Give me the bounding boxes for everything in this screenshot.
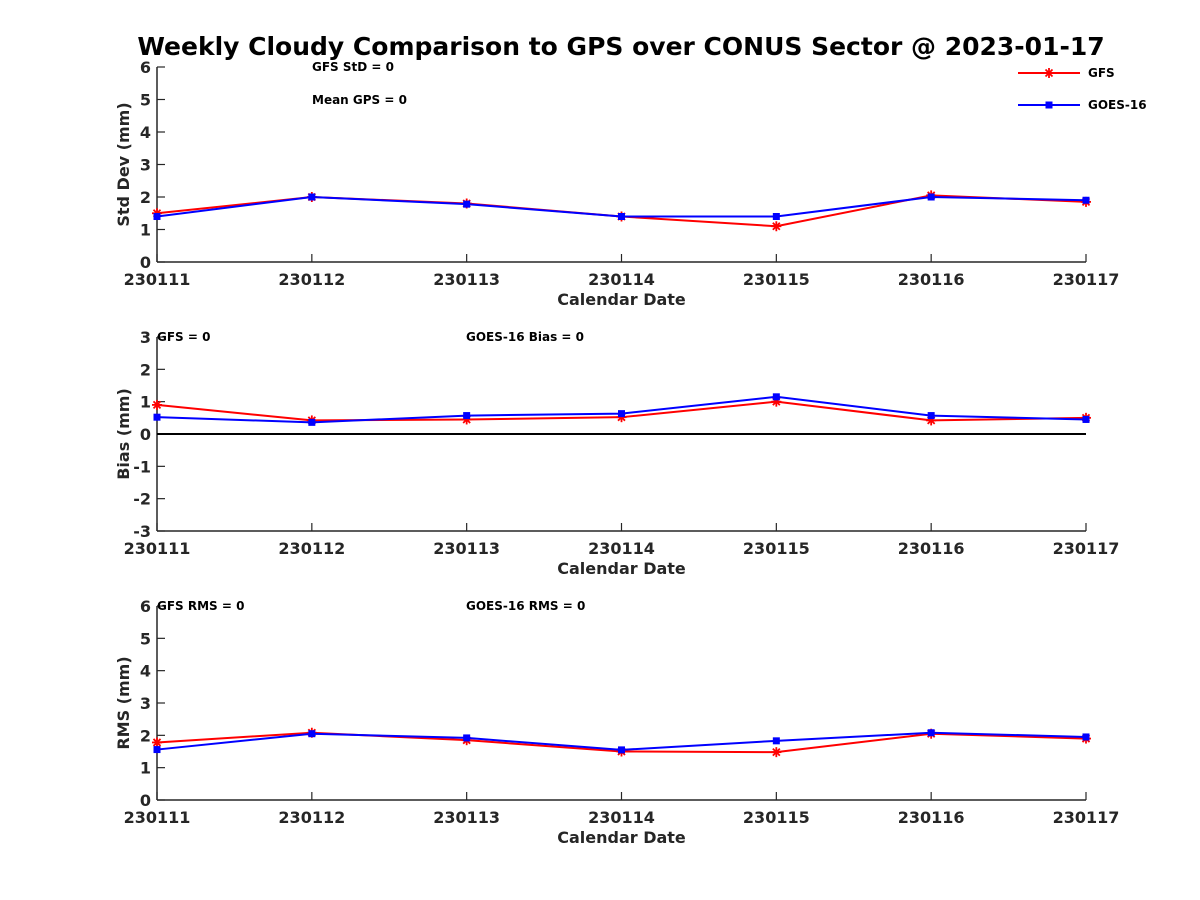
data-point xyxy=(1082,415,1090,423)
y-tick-label: 6 xyxy=(140,597,151,616)
x-tick-label: 230114 xyxy=(588,808,655,827)
x-tick-label: 230112 xyxy=(278,270,345,289)
annotation-text: GFS = 0 xyxy=(157,330,210,344)
y-tick-label: 5 xyxy=(140,91,151,110)
x-tick-label: 230111 xyxy=(124,808,191,827)
data-point xyxy=(463,734,471,742)
x-tick-label: 230116 xyxy=(898,270,965,289)
data-point xyxy=(463,412,471,420)
x-tick-label: 230115 xyxy=(743,808,810,827)
data-point xyxy=(618,746,625,754)
y-tick-label: 2 xyxy=(140,188,151,207)
series-goes-16 xyxy=(153,193,1090,220)
x-tick-label: 230114 xyxy=(588,270,655,289)
data-point xyxy=(308,193,316,201)
panel-1: 0 1 2 3 4 5 6 230111 230112 230113 230114 230115 230… xyxy=(114,58,1119,309)
data-point xyxy=(153,213,161,220)
data-point xyxy=(153,413,161,421)
x-tick-label: 230113 xyxy=(433,270,500,289)
x-tick-label: 230113 xyxy=(433,808,500,827)
y-tick-label: 1 xyxy=(140,393,151,412)
y-tick-label: 0 xyxy=(140,791,151,810)
x-axis-label: Calendar Date xyxy=(557,290,686,309)
annotation-text: Mean GPS = 0 xyxy=(312,93,407,107)
data-point xyxy=(927,729,935,737)
y-axis-label: Bias (mm) xyxy=(114,388,133,480)
y-tick-label: 2 xyxy=(140,726,151,745)
y-tick-label: 5 xyxy=(140,629,151,648)
series-goes-16 xyxy=(153,393,1090,426)
y-tick-label: 3 xyxy=(140,156,151,175)
x-tick-label: 230111 xyxy=(124,270,191,289)
x-tick-label: 230117 xyxy=(1053,539,1120,558)
x-axis-label: Calendar Date xyxy=(557,828,686,847)
x-tick-label: 230112 xyxy=(278,539,345,558)
annotation-text: GOES-16 RMS = 0 xyxy=(466,599,585,613)
y-tick-label: 1 xyxy=(140,221,151,240)
data-point xyxy=(308,730,316,738)
y-tick-label: -1 xyxy=(133,457,151,476)
x-tick-label: 230117 xyxy=(1053,808,1120,827)
data-point xyxy=(618,213,625,220)
data-point xyxy=(772,393,780,401)
data-point xyxy=(927,412,935,420)
chart-title: Weekly Cloudy Comparison to GPS over CON… xyxy=(137,32,1104,61)
data-point xyxy=(771,747,782,758)
data-point xyxy=(927,193,935,201)
y-tick-label: 6 xyxy=(140,58,151,77)
y-tick-label: -3 xyxy=(133,522,151,541)
y-tick-label: 0 xyxy=(140,253,151,272)
data-point xyxy=(1082,733,1090,741)
x-tick-label: 230111 xyxy=(124,539,191,558)
y-tick-label: 3 xyxy=(140,694,151,713)
panel-2: -3 -2 -1 0 1 2 3 230111 230112 230113 230114 230115… xyxy=(114,328,1119,578)
x-tick-label: 230116 xyxy=(898,539,965,558)
panel-3: 0 1 2 3 4 5 6 230111 230112 230113 230114 230115 230… xyxy=(114,597,1119,847)
data-point xyxy=(153,746,161,754)
x-tick-label: 230112 xyxy=(278,808,345,827)
data-point xyxy=(152,399,162,410)
y-tick-label: -2 xyxy=(133,490,151,509)
x-tick-label: 230114 xyxy=(588,539,655,558)
annotation-text: GOES-16 Bias = 0 xyxy=(466,330,584,344)
legend-item: GFS xyxy=(1018,66,1115,80)
legend: GFS GOES-16 xyxy=(1018,66,1147,112)
y-tick-label: 1 xyxy=(140,759,151,778)
data-point xyxy=(152,737,162,748)
x-tick-label: 230115 xyxy=(743,539,810,558)
x-tick-label: 230117 xyxy=(1053,270,1120,289)
data-point xyxy=(772,213,780,220)
annotation-text: GFS StD = 0 xyxy=(312,60,394,74)
legend-label: GOES-16 xyxy=(1088,98,1147,112)
y-tick-label: 2 xyxy=(140,360,151,379)
data-point xyxy=(772,737,780,745)
data-point xyxy=(463,200,471,208)
y-tick-label: 0 xyxy=(140,425,151,444)
data-point xyxy=(308,418,316,426)
y-tick-label: 3 xyxy=(140,328,151,347)
legend-label: GFS xyxy=(1088,66,1115,80)
series-line xyxy=(156,194,1087,228)
annotation-text: GFS RMS = 0 xyxy=(157,599,244,613)
y-tick-label: 4 xyxy=(140,123,151,142)
series-goes-16 xyxy=(153,729,1090,754)
y-axis-label: RMS (mm) xyxy=(114,656,133,749)
legend-item: GOES-16 xyxy=(1018,98,1147,112)
x-tick-label: 230113 xyxy=(433,539,500,558)
y-tick-label: 4 xyxy=(140,662,151,681)
data-point xyxy=(1082,196,1090,204)
data-point xyxy=(618,410,625,418)
data-point xyxy=(771,221,782,232)
x-tick-label: 230115 xyxy=(743,270,810,289)
x-axis-label: Calendar Date xyxy=(557,559,686,578)
y-axis-label: Std Dev (mm) xyxy=(114,102,133,226)
x-tick-label: 230116 xyxy=(898,808,965,827)
